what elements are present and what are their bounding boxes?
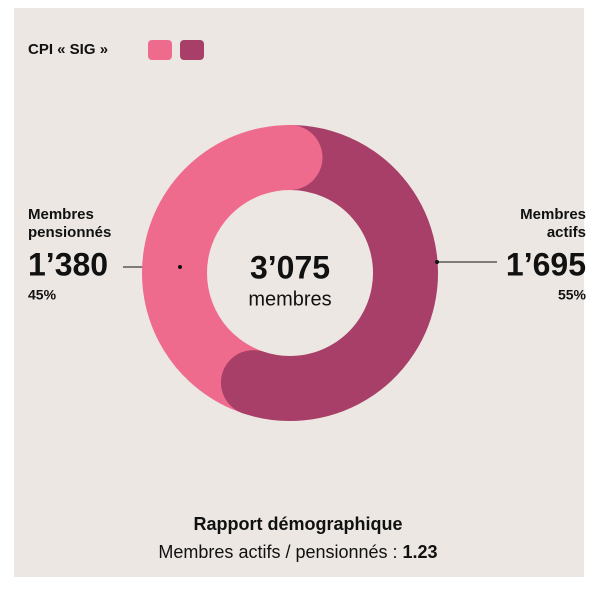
percentage-label: 45% [28,287,57,303]
footer-text: Membres actifs / pensionnés : [158,542,402,562]
category-label: Membres [520,206,586,223]
category-label: Membres [28,206,94,223]
legend-label: CPI « SIG » [28,41,108,58]
legend-swatch [148,40,172,60]
leader-dot [435,260,439,264]
background [14,8,584,577]
segment-cap [220,350,286,416]
category-label: actifs [547,224,586,241]
category-label: pensionnés [28,224,111,241]
donut-segment [243,125,438,421]
percentage-label: 55% [558,287,587,303]
leader-dot [178,265,182,269]
donut-segment [142,125,291,414]
total-unit: membres [248,288,331,310]
ratio: 1.23 [403,542,438,562]
legend-swatch [180,40,204,60]
value-label: 1’695 [506,246,586,282]
segment-cap [257,125,323,190]
value-label: 1’380 [28,246,108,282]
footer: Membres actifs / pensionnés : 1.23 [158,542,437,562]
footer-title: Rapport démographique [193,514,402,534]
total: 3’075 [250,249,330,285]
